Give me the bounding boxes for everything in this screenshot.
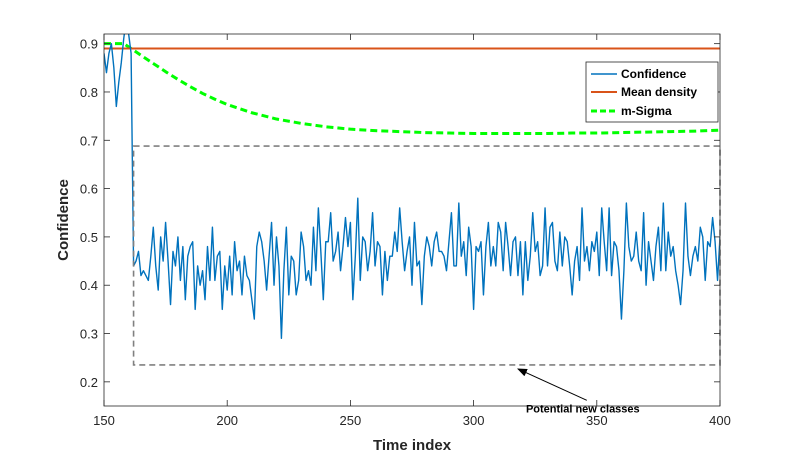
axes-layer bbox=[103, 33, 721, 407]
series-layer bbox=[104, 34, 720, 340]
y-tick-label: 0.6 bbox=[80, 182, 98, 197]
axes-frame bbox=[103, 33, 721, 407]
annotation: Potential new classes bbox=[517, 368, 640, 415]
x-tick-label: 350 bbox=[586, 413, 608, 428]
y-tick-label: 0.4 bbox=[80, 278, 98, 293]
x-tick-label: 400 bbox=[709, 413, 731, 428]
annotation-text: Potential new classes bbox=[526, 403, 640, 415]
y-tick-label: 0.5 bbox=[80, 230, 98, 245]
ticks-layer: 150 200 250 300 350 400 0.2 0.3 0.4 0.5 0.6 0.7 0.8 0… bbox=[80, 34, 731, 428]
x-tick-label: 200 bbox=[216, 413, 238, 428]
y-tick-label: 0.3 bbox=[80, 327, 98, 342]
legend-label-m-sigma: m-Sigma bbox=[621, 104, 672, 118]
x-axis-title: Time index bbox=[373, 437, 452, 454]
legend-label-mean-density: Mean density bbox=[621, 85, 697, 99]
y-tick-label: 0.2 bbox=[80, 375, 98, 390]
x-tick-label: 250 bbox=[340, 413, 362, 428]
x-tick-label: 150 bbox=[93, 413, 115, 428]
x-tick-label: 300 bbox=[463, 413, 485, 428]
annotation-arrow bbox=[517, 368, 588, 401]
y-tick-label: 0.7 bbox=[80, 133, 98, 148]
legend-label-confidence: Confidence bbox=[621, 67, 687, 81]
series-line-m-sigma bbox=[104, 42, 720, 136]
series-line-confidence bbox=[104, 34, 720, 340]
y-tick-label: 0.8 bbox=[80, 85, 98, 100]
legend: Confidence Mean density m-Sigma bbox=[585, 61, 719, 123]
y-axis-title: Confidence bbox=[55, 179, 72, 261]
y-tick-label: 0.9 bbox=[80, 37, 98, 52]
